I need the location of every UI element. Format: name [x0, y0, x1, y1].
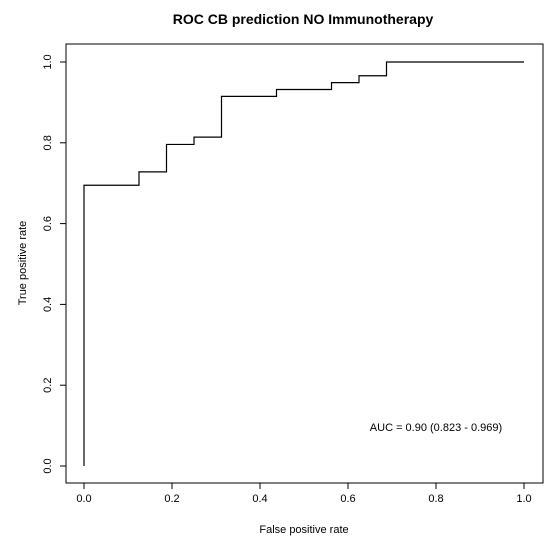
y-tick-label: 0.4 — [42, 297, 54, 312]
x-tick-label: 1.0 — [516, 493, 531, 505]
roc-series — [83, 61, 524, 466]
x-tick-label: 0.0 — [76, 493, 91, 505]
y-tick-label: 0.0 — [42, 458, 54, 473]
plot-frame — [65, 43, 544, 484]
auc-annotation: AUC = 0.90 (0.823 - 0.969) — [370, 422, 502, 434]
x-tick-label: 0.8 — [428, 493, 443, 505]
roc-curve-line — [83, 61, 524, 466]
y-tick-label: 0.6 — [42, 216, 54, 231]
y-tick-label: 1.0 — [42, 54, 54, 69]
chart-title: ROC CB prediction NO Immunotherapy — [173, 11, 434, 27]
y-axis-label: True positive rate — [17, 221, 29, 306]
x-tick-label: 0.4 — [252, 493, 267, 505]
x-tick-label: 0.2 — [164, 493, 179, 505]
x-axis: 0.0 0.2 0.4 0.6 0.8 1.0 — [76, 483, 532, 505]
x-tick-label: 0.6 — [340, 493, 355, 505]
y-tick-label: 0.8 — [42, 135, 54, 150]
y-tick-label: 0.2 — [42, 378, 54, 393]
y-axis: 0.0 0.2 0.4 0.6 0.8 1.0 — [42, 54, 66, 474]
x-axis-label: False positive rate — [259, 524, 348, 536]
